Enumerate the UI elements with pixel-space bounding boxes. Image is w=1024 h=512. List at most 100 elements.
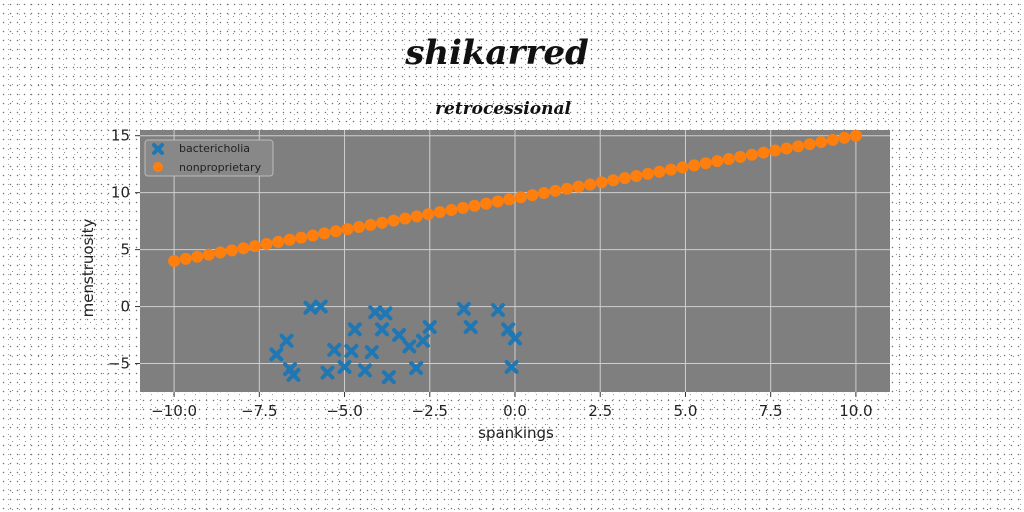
- legend-label-bactericholia: bactericholia: [179, 142, 250, 155]
- data-point-nonproprietary: [595, 176, 608, 189]
- data-point-nonproprietary: [399, 212, 412, 225]
- x-tick-label: −5.0: [326, 402, 362, 420]
- data-point-nonproprietary: [237, 242, 250, 255]
- data-point-nonproprietary: [780, 142, 793, 155]
- data-point-bactericholia: [490, 302, 505, 317]
- data-point-nonproprietary: [514, 191, 527, 204]
- series-nonproprietary: [168, 129, 862, 267]
- data-point-nonproprietary: [387, 214, 400, 227]
- x-tick-label: −10.0: [151, 402, 197, 420]
- data-point-nonproprietary: [757, 146, 770, 159]
- data-point-nonproprietary: [272, 235, 285, 248]
- data-point-bactericholia: [313, 299, 328, 314]
- x-tick-label: −7.5: [241, 402, 277, 420]
- data-point-nonproprietary: [618, 172, 631, 185]
- data-point-nonproprietary: [352, 221, 365, 234]
- data-point-nonproprietary: [248, 240, 261, 253]
- data-point-bactericholia: [409, 361, 424, 376]
- data-point-nonproprietary: [341, 223, 354, 236]
- data-point-nonproprietary: [653, 165, 666, 178]
- legend-label-nonproprietary: nonproprietary: [179, 161, 262, 174]
- data-point-nonproprietary: [456, 201, 469, 214]
- data-point-nonproprietary: [676, 161, 689, 174]
- data-point-nonproprietary: [549, 184, 562, 197]
- data-point-nonproprietary: [179, 252, 192, 265]
- x-tick-label: 0.0: [503, 402, 527, 420]
- y-tick-label: −5: [108, 355, 130, 373]
- data-point-bactericholia: [456, 301, 471, 316]
- data-point-nonproprietary: [838, 131, 851, 144]
- data-point-nonproprietary: [722, 153, 735, 166]
- y-axis-label: menstruosity: [79, 219, 97, 318]
- series-layer: [168, 129, 862, 385]
- data-point-nonproprietary: [826, 133, 839, 146]
- data-point-nonproprietary: [584, 178, 597, 191]
- data-point-nonproprietary: [329, 225, 342, 238]
- data-point-nonproprietary: [526, 189, 539, 202]
- legend-circle-marker: [153, 162, 163, 172]
- data-point-nonproprietary: [572, 180, 585, 193]
- series-bactericholia: [269, 299, 522, 385]
- data-point-nonproprietary: [480, 197, 493, 210]
- data-point-nonproprietary: [376, 216, 389, 229]
- y-tick-label: 10: [111, 184, 130, 202]
- data-point-nonproprietary: [849, 129, 862, 142]
- legend-marker-nonproprietary: [153, 162, 163, 172]
- data-point-bactericholia: [358, 363, 372, 378]
- data-point-nonproprietary: [630, 170, 643, 183]
- legend-marker-bactericholia: [152, 143, 164, 155]
- y-axis-ticks: −5 0 5 10 15: [108, 127, 140, 373]
- x-tick-label: 2.5: [588, 402, 612, 420]
- data-point-bactericholia: [415, 333, 430, 348]
- data-point-nonproprietary: [792, 140, 805, 153]
- x-axis-label: spankings: [478, 424, 554, 442]
- x-axis-ticks: −10.0 −7.5 −5.0 −2.5 0.0 2.5 5.0 7.5 10.0: [151, 392, 873, 420]
- data-point-bactericholia: [269, 347, 284, 362]
- data-point-nonproprietary: [306, 229, 319, 242]
- y-tick-label: 5: [120, 241, 130, 259]
- data-point-bactericholia: [337, 359, 352, 374]
- data-point-nonproprietary: [745, 148, 758, 161]
- data-point-bactericholia: [364, 345, 379, 360]
- data-point-bactericholia: [347, 322, 362, 337]
- data-point-bactericholia: [508, 331, 522, 346]
- data-point-nonproprietary: [214, 246, 227, 259]
- data-point-nonproprietary: [769, 144, 782, 157]
- data-point-bactericholia: [344, 343, 359, 358]
- data-point-nonproprietary: [491, 195, 504, 208]
- data-point-bactericholia: [381, 370, 396, 385]
- chart-title: shikarred: [404, 33, 589, 73]
- data-point-nonproprietary: [641, 167, 654, 180]
- data-point-bactericholia: [422, 320, 437, 335]
- data-point-nonproprietary: [688, 159, 701, 172]
- data-point-bactericholia: [279, 333, 294, 348]
- data-point-nonproprietary: [225, 244, 238, 257]
- data-point-nonproprietary: [410, 210, 423, 223]
- data-point-bactericholia: [504, 359, 519, 374]
- data-point-bactericholia: [392, 328, 407, 343]
- data-point-nonproprietary: [699, 157, 712, 170]
- legend-x-marker: [152, 143, 164, 155]
- data-point-nonproprietary: [711, 155, 724, 168]
- x-tick-label: 5.0: [674, 402, 698, 420]
- data-point-nonproprietary: [537, 187, 550, 200]
- data-point-nonproprietary: [607, 174, 620, 187]
- data-point-nonproprietary: [445, 204, 458, 217]
- data-point-nonproprietary: [283, 233, 296, 246]
- data-point-nonproprietary: [734, 150, 747, 163]
- data-point-nonproprietary: [295, 231, 308, 244]
- data-point-bactericholia: [327, 342, 342, 357]
- x-tick-label: 10.0: [839, 402, 872, 420]
- data-point-nonproprietary: [364, 218, 377, 231]
- data-point-nonproprietary: [503, 193, 516, 206]
- data-point-nonproprietary: [260, 238, 273, 251]
- data-point-nonproprietary: [561, 182, 574, 195]
- y-tick-label: 0: [120, 298, 130, 316]
- legend: bactericholia nonproprietary: [144, 139, 274, 177]
- data-point-nonproprietary: [803, 138, 816, 151]
- x-tick-label: 7.5: [759, 402, 783, 420]
- data-point-nonproprietary: [665, 163, 678, 176]
- data-point-nonproprietary: [468, 199, 481, 212]
- data-point-nonproprietary: [422, 208, 435, 221]
- data-point-bactericholia: [402, 339, 417, 354]
